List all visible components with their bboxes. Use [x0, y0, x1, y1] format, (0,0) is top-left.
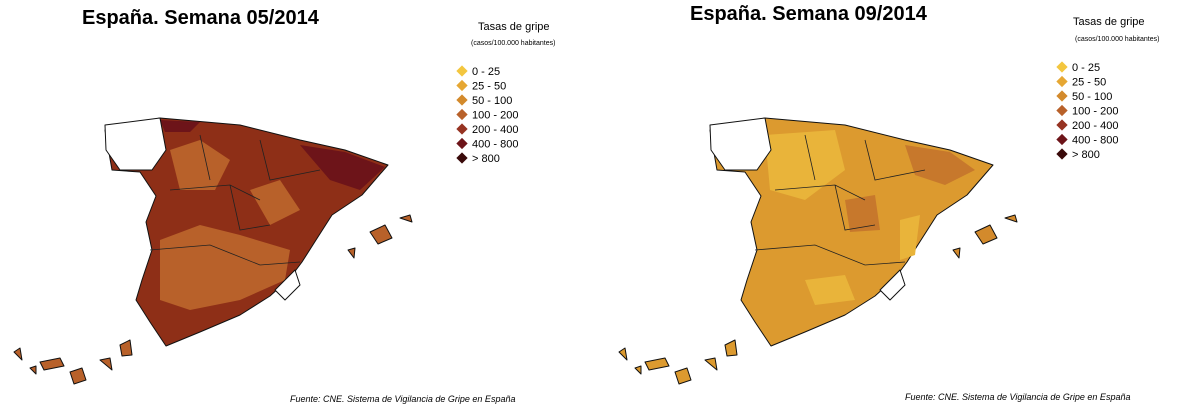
legend-swatch: [1056, 75, 1068, 88]
legend-swatch: [1056, 104, 1068, 117]
legend-swatch: [1056, 61, 1068, 73]
legend-label: 50 - 100: [1072, 91, 1112, 103]
legend-subtitle: (casos/100.000 habitantes): [1075, 36, 1159, 43]
map-title: España. Semana 09/2014: [690, 3, 928, 25]
legend-swatch: [1056, 148, 1068, 160]
legend-label: 200 - 400: [472, 124, 518, 136]
legend-label: 100 - 200: [472, 110, 518, 122]
legend-swatch: [1056, 90, 1068, 102]
legend-label: > 800: [472, 153, 500, 165]
map: [13, 117, 413, 385]
legend-swatch: [456, 79, 468, 92]
legend-subtitle: (casos/100.000 habitantes): [471, 40, 555, 47]
map-title: España. Semana 05/2014: [82, 7, 320, 29]
legend-title: Tasas de gripe: [478, 21, 550, 33]
legend-label: 400 - 800: [472, 139, 518, 151]
legend-label: 100 - 200: [1072, 106, 1118, 118]
legend-label: 50 - 100: [472, 95, 512, 107]
legend-swatch: [456, 123, 468, 135]
legend-label: 25 - 50: [472, 81, 506, 93]
legend-label: 200 - 400: [1072, 120, 1118, 132]
legend-swatch: [1056, 119, 1068, 131]
legend-label: 400 - 800: [1072, 135, 1118, 147]
legend-title: Tasas de gripe: [1073, 16, 1145, 28]
source: Fuente: CNE. Sistema de Vigilancia de Gr…: [905, 392, 1130, 402]
map: [618, 117, 1018, 385]
map-panel: España. Semana 05/2014 Tasas de gripe (c…: [13, 7, 555, 404]
map-panel: España. Semana 09/2014 Tasas de gripe (c…: [618, 3, 1159, 402]
legend-swatch: [456, 94, 468, 106]
legend-swatch: [456, 108, 468, 121]
legend-label: 0 - 25: [1072, 62, 1100, 74]
legend-swatch: [456, 152, 468, 164]
legend-swatch: [456, 137, 468, 150]
legend-swatch: [1056, 133, 1068, 146]
source: Fuente: CNE. Sistema de Vigilancia de Gr…: [290, 394, 515, 404]
legend-swatch: [456, 65, 468, 77]
legend-label: 25 - 50: [1072, 77, 1106, 89]
legend-label: > 800: [1072, 149, 1100, 161]
legend-label: 0 - 25: [472, 66, 500, 78]
